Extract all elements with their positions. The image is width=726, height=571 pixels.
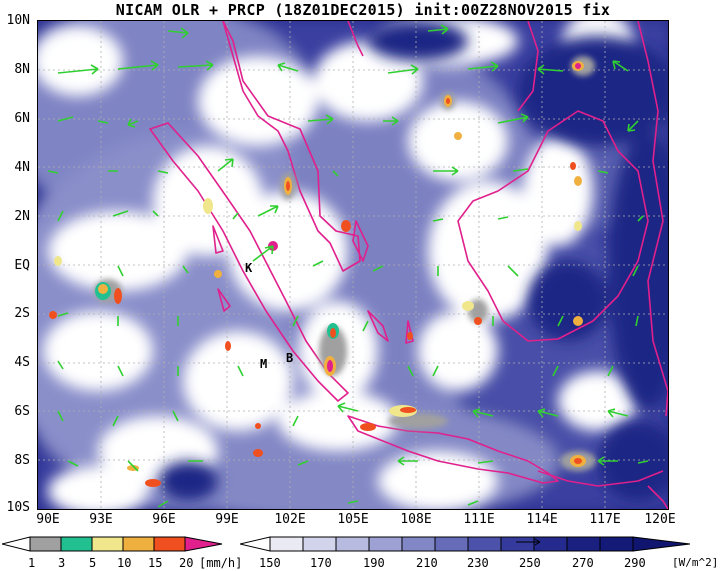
- map-label-m: M: [260, 357, 268, 371]
- olr-tick-150: 150: [259, 556, 281, 570]
- x-tick-96e: 96E: [152, 512, 176, 527]
- y-tick-8s: 8S: [14, 453, 30, 468]
- olr-tick-210: 210: [416, 556, 438, 570]
- y-tick-10n: 10N: [6, 13, 30, 28]
- x-tick-114e: 114E: [526, 512, 558, 527]
- precip-colorbar: [2, 536, 223, 552]
- y-tick-eq: EQ: [14, 258, 30, 273]
- olr-colorbar: [240, 536, 690, 552]
- olr-tick-230: 230: [467, 556, 489, 570]
- olr-tick-290: 290: [624, 556, 646, 570]
- precip-tick-15: 15: [148, 556, 163, 570]
- olr-tick-270: 270: [572, 556, 594, 570]
- olr-tick-190: 190: [363, 556, 385, 570]
- olr-tick-250: 250: [519, 556, 541, 570]
- precip-unit: [mm/h]: [199, 556, 243, 570]
- x-tick-111e: 111E: [463, 512, 495, 527]
- precip-cells: [49, 56, 596, 487]
- x-tick-90e: 90E: [36, 512, 60, 527]
- x-tick-93e: 93E: [89, 512, 113, 527]
- precip-tick-20: 20: [179, 556, 194, 570]
- olr-tick-170: 170: [310, 556, 332, 570]
- precip-tick-5: 5: [89, 556, 97, 570]
- map-plot-area: K M B: [38, 21, 668, 509]
- precip-tick-3: 3: [58, 556, 66, 570]
- x-tick-99e: 99E: [215, 512, 239, 527]
- olr-unit: [W/m^2]: [672, 556, 719, 569]
- y-tick-8n: 8N: [14, 62, 30, 77]
- x-tick-105e: 105E: [337, 512, 369, 527]
- x-tick-108e: 108E: [400, 512, 432, 527]
- x-tick-102e: 102E: [274, 512, 306, 527]
- y-tick-4s: 4S: [14, 355, 30, 370]
- coastlines: [149, 21, 668, 509]
- olr-field: [38, 21, 668, 509]
- y-tick-10s: 10S: [6, 500, 30, 515]
- y-tick-6s: 6S: [14, 404, 30, 419]
- x-tick-120e: 120E: [644, 512, 676, 527]
- map-label-k: K: [245, 261, 253, 275]
- x-tick-117e: 117E: [589, 512, 621, 527]
- y-tick-2s: 2S: [14, 306, 30, 321]
- y-tick-6n: 6N: [14, 111, 30, 126]
- chart-title: NICAM OLR + PRCP (18Z01DEC2015) init:00Z…: [115, 1, 611, 19]
- wind-vectors: [47, 24, 649, 508]
- precip-tick-10: 10: [117, 556, 132, 570]
- y-tick-2n: 2N: [14, 209, 30, 224]
- grid-lines: [38, 21, 668, 509]
- olr-dark-layer: [158, 21, 668, 501]
- y-tick-4n: 4N: [14, 160, 30, 175]
- map-label-b: B: [286, 351, 294, 365]
- precip-tick-1: 1: [28, 556, 36, 570]
